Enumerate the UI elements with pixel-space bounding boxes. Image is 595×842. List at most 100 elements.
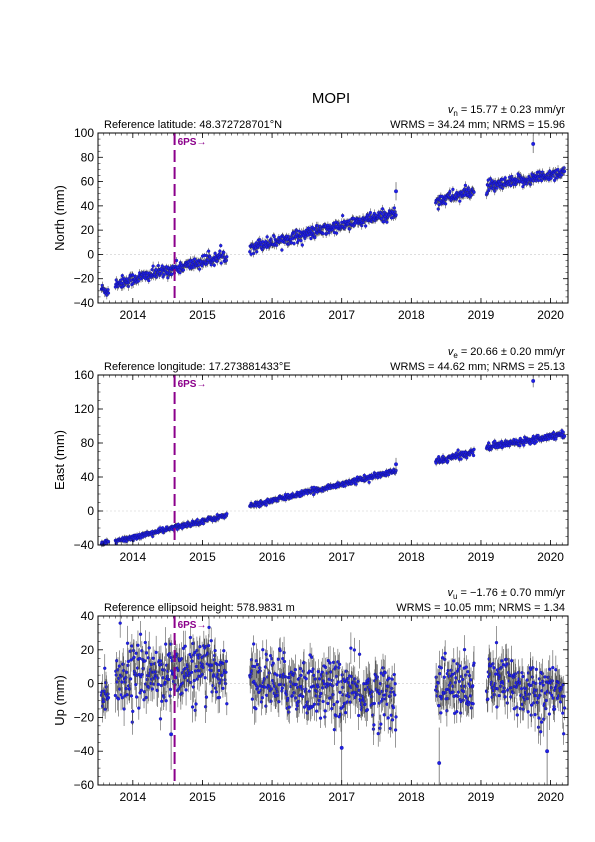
data-point <box>313 677 317 681</box>
x-tick-label: 2018 <box>398 308 425 322</box>
data-point <box>312 702 317 706</box>
data-point <box>548 169 552 173</box>
data-point <box>134 695 139 699</box>
event-label: 6PS→ <box>178 137 207 148</box>
data-point <box>106 696 111 700</box>
y-tick-label: 0 <box>87 504 94 518</box>
data-point <box>503 176 507 180</box>
data-point <box>215 662 219 667</box>
y-tick-label: −40 <box>74 538 95 552</box>
data-point <box>300 243 304 247</box>
data-point <box>131 273 135 277</box>
data-point <box>192 678 196 683</box>
series-points <box>99 375 567 548</box>
data-point <box>120 680 124 684</box>
data-point <box>138 632 143 636</box>
data-point <box>164 642 168 646</box>
data-point <box>518 443 522 448</box>
data-point <box>448 189 452 194</box>
data-point <box>258 669 262 673</box>
data-point <box>194 702 198 706</box>
data-point <box>164 699 168 703</box>
data-point <box>367 480 371 484</box>
data-point <box>224 659 229 664</box>
y-tick-label: −40 <box>74 296 95 310</box>
data-point <box>469 193 474 197</box>
data-point <box>451 187 455 192</box>
data-point <box>158 717 163 721</box>
data-point <box>562 166 566 170</box>
data-point <box>250 697 255 701</box>
data-point <box>169 642 173 646</box>
data-point <box>252 251 256 256</box>
outlier-point <box>394 189 398 194</box>
data-point <box>282 650 286 655</box>
data-point <box>293 668 298 672</box>
data-point <box>183 644 187 648</box>
data-point <box>300 687 304 691</box>
x-tick-label: 2020 <box>537 308 564 322</box>
data-point <box>193 257 197 261</box>
data-point <box>343 484 347 488</box>
data-point <box>147 278 151 283</box>
data-point <box>282 659 287 664</box>
data-point <box>197 267 202 271</box>
x-tick-label: 2015 <box>189 550 216 564</box>
y-tick-label: 80 <box>81 436 95 450</box>
data-point <box>213 251 217 255</box>
data-point <box>456 448 460 452</box>
data-point <box>562 434 567 438</box>
data-point <box>280 248 284 252</box>
data-point <box>190 659 194 663</box>
data-point <box>128 677 133 681</box>
data-point <box>363 224 368 228</box>
data-point <box>264 503 268 507</box>
data-point <box>168 687 173 692</box>
panel-north: 6PS→ −40 −20 0 20 40 60 80 100 2014 2015 2016 2017 20… <box>52 104 569 322</box>
data-point <box>162 273 166 277</box>
data-point <box>260 696 265 700</box>
data-point <box>190 670 194 674</box>
data-point <box>219 261 223 265</box>
data-point <box>120 696 124 700</box>
data-point <box>277 699 281 704</box>
data-point <box>311 492 316 497</box>
plot-frame <box>97 374 569 546</box>
outlier-point <box>394 462 398 467</box>
data-point <box>301 694 305 699</box>
data-point <box>290 694 294 698</box>
data-point <box>549 176 553 180</box>
data-point <box>472 447 476 452</box>
data-point <box>138 656 142 661</box>
data-point <box>287 705 291 709</box>
y-tick-label: 60 <box>81 175 95 189</box>
y-tick-label: −20 <box>74 272 95 286</box>
reference-text: Reference latitude: 48.372728701°N <box>104 119 282 131</box>
data-point <box>323 715 327 719</box>
data-point <box>472 190 476 194</box>
y-tick-label: 40 <box>81 199 95 213</box>
x-tick-label: 2019 <box>468 550 495 564</box>
data-point <box>188 635 193 640</box>
panel-east: 6PS→ −40 0 40 80 120 160 2014 2015 2016 2017 2018 20… <box>52 346 569 564</box>
data-point <box>156 676 160 680</box>
y-tick-label: 100 <box>74 126 94 140</box>
series-points <box>99 134 567 300</box>
data-point <box>443 202 448 206</box>
data-point <box>271 661 275 665</box>
y-tick-label: 120 <box>74 402 94 416</box>
data-point <box>224 258 229 263</box>
data-point <box>471 453 476 458</box>
data-point <box>278 648 282 653</box>
data-point <box>304 677 308 681</box>
data-point <box>130 720 134 724</box>
y-axis-label: East (mm) <box>52 430 67 490</box>
data-point <box>326 701 330 706</box>
data-point <box>156 682 160 687</box>
data-point <box>263 685 267 689</box>
data-point <box>302 705 307 709</box>
data-point <box>218 249 222 253</box>
data-point <box>209 639 213 643</box>
data-point <box>126 663 130 668</box>
